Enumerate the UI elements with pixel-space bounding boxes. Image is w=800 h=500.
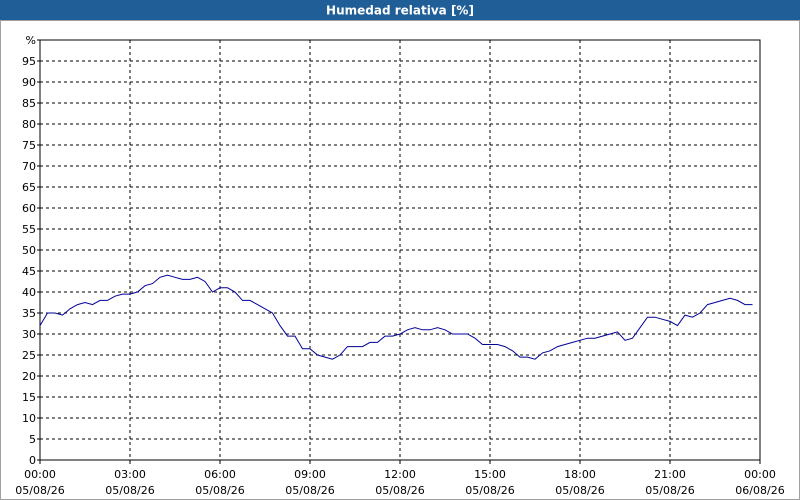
window-border xyxy=(0,20,800,500)
x-tick-date: 05/08/26 xyxy=(375,484,424,497)
x-tick-label: 21:00 xyxy=(654,468,686,481)
x-tick-date: 05/08/26 xyxy=(465,484,514,497)
y-tick-label: 30 xyxy=(22,328,36,341)
y-tick-label: 55 xyxy=(22,223,36,236)
y-tick-label: 85 xyxy=(22,97,36,110)
x-tick-label: 09:00 xyxy=(294,468,326,481)
x-tick-date: 05/08/26 xyxy=(105,484,154,497)
title-bar xyxy=(0,0,800,20)
x-tick-label: 18:00 xyxy=(564,468,596,481)
x-tick-label: 00:00 xyxy=(744,468,776,481)
y-tick-label: 40 xyxy=(22,286,36,299)
x-tick-label: 03:00 xyxy=(114,468,146,481)
y-tick-label: 80 xyxy=(22,118,36,131)
y-tick-label: 0 xyxy=(29,454,36,467)
plot-frame xyxy=(39,39,761,461)
x-tick-date: 05/08/26 xyxy=(645,484,694,497)
x-tick-date: 05/08/26 xyxy=(285,484,334,497)
y-tick-label: 20 xyxy=(22,370,36,383)
x-tick-date: 05/08/26 xyxy=(195,484,244,497)
y-tick-label: 65 xyxy=(22,181,36,194)
y-tick-label: 25 xyxy=(22,349,36,362)
x-tick-date: 05/08/26 xyxy=(15,484,64,497)
y-tick-label: % xyxy=(26,34,36,47)
y-tick-label: 5 xyxy=(29,433,36,446)
y-tick-label: 35 xyxy=(22,307,36,320)
x-tick-label: 00:00 xyxy=(24,468,56,481)
x-tick-date: 06/08/26 xyxy=(735,484,784,497)
y-tick-label: 45 xyxy=(22,265,36,278)
y-tick-label: 90 xyxy=(22,76,36,89)
x-tick-date: 05/08/26 xyxy=(555,484,604,497)
y-tick-label: 95 xyxy=(22,55,36,68)
y-tick-label: 15 xyxy=(22,391,36,404)
y-tick-label: 70 xyxy=(22,160,36,173)
y-tick-label: 50 xyxy=(22,244,36,257)
x-tick-label: 06:00 xyxy=(204,468,236,481)
x-tick-label: 12:00 xyxy=(384,468,416,481)
data-line xyxy=(39,274,753,360)
chart-title: Humedad relativa [%] xyxy=(326,4,474,18)
y-tick-label: 60 xyxy=(22,202,36,215)
y-tick-label: 75 xyxy=(22,139,36,152)
y-tick-label: 10 xyxy=(22,412,36,425)
x-tick-label: 15:00 xyxy=(474,468,506,481)
